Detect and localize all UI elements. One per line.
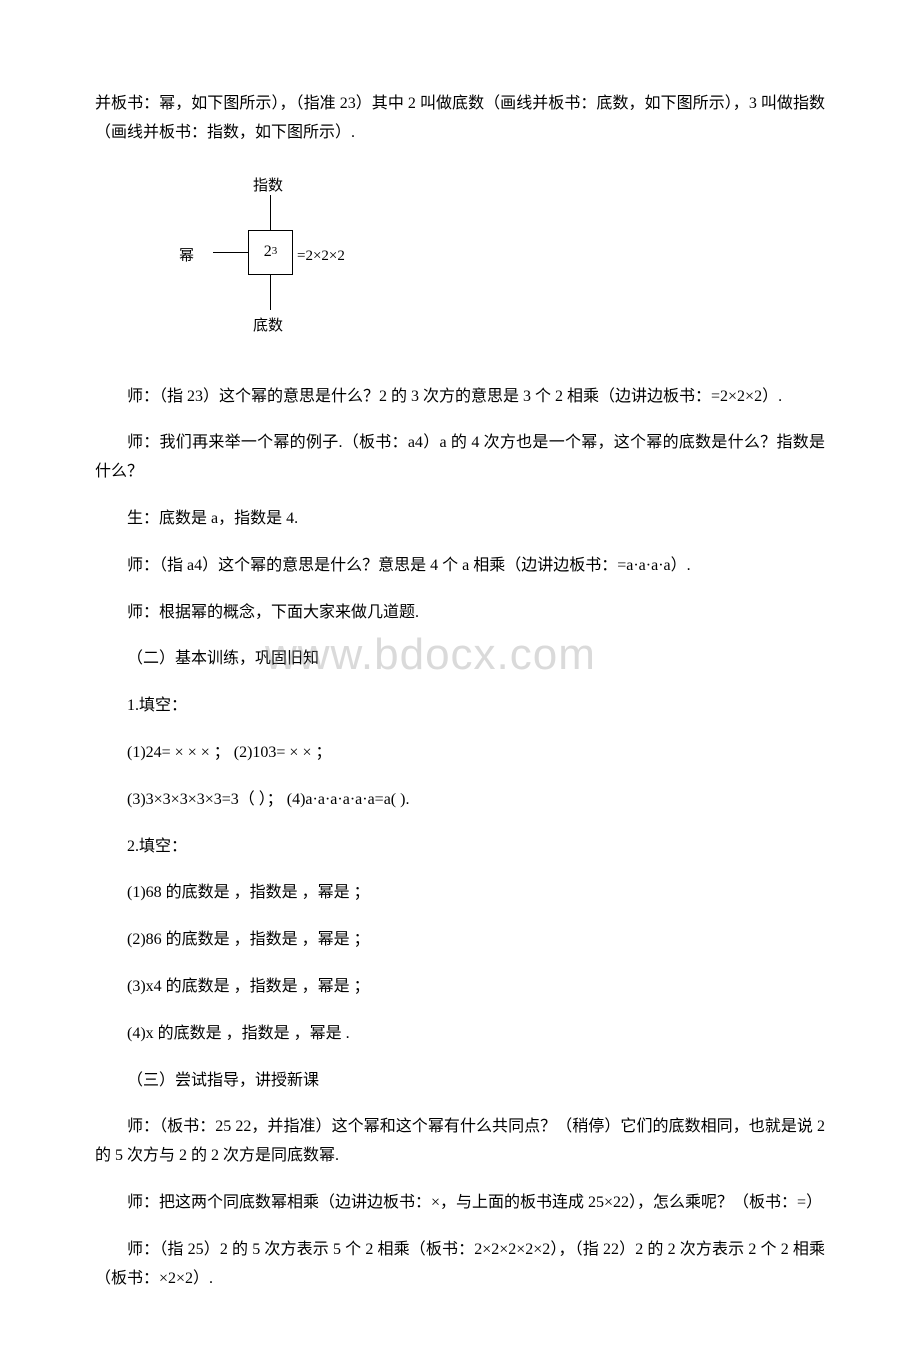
paragraph-3: 师：我们再来举一个幂的例子.（板书：a4）a 的 4 次方也是一个幂，这个幂的底… [95, 429, 825, 487]
paragraph-7: （二）基本训练，巩固旧知 [95, 645, 825, 674]
paragraph-2: 师：（指 23）这个幂的意思是什么？2 的 3 次方的意思是 3 个 2 相乘（… [95, 383, 825, 412]
diagram-line-top [270, 195, 271, 230]
paragraph-15: (4)x 的底数是 ，指数是 ，幂是 . [95, 1020, 825, 1049]
diagram-center-box: 23 [248, 230, 293, 275]
paragraph-14: (3)x4 的底数是 ，指数是 ，幂是 ； [95, 973, 825, 1002]
diagram-exponent: 3 [272, 242, 278, 262]
paragraph-11: 2.填空： [95, 833, 825, 862]
diagram-power-label: 幂 [179, 243, 194, 270]
diagram-base: 2 [264, 238, 272, 267]
paragraph-5: 师：（指 a4）这个幂的意思是什么？意思是 4 个 a 相乘（边讲边板书：=a·… [95, 552, 825, 581]
paragraph-18: 师：把这两个同底数幂相乘（边讲边板书：×，与上面的板书连成 25×22），怎么乘… [95, 1189, 825, 1218]
paragraph-12: (1)68 的底数是 ，指数是 ，幂是 ； [95, 879, 825, 908]
diagram-exponent-label: 指数 [253, 173, 283, 200]
paragraph-6: 师：根据幂的概念，下面大家来做几道题. [95, 599, 825, 628]
paragraph-10: (3)3×3×3×3×3=3（ ）； (4)a·a·a·a·a·a=a( ). [95, 786, 825, 815]
diagram-equals-text: =2×2×2 [297, 243, 345, 270]
power-diagram: 指数 幂 23 =2×2×2 底数 [165, 173, 395, 353]
paragraph-4: 生：底数是 a，指数是 4. [95, 505, 825, 534]
paragraph-8: 1.填空： [95, 692, 825, 721]
diagram-line-left [213, 252, 248, 253]
paragraph-13: (2)86 的底数是 ，指数是 ，幂是 ； [95, 926, 825, 955]
diagram-line-bottom [270, 275, 271, 310]
paragraph-9: (1)24= × × × ； (2)103= × × ； [95, 739, 825, 768]
paragraph-1: 并板书：幂，如下图所示），（指准 23）其中 2 叫做底数（画线并板书：底数，如… [95, 90, 825, 148]
paragraph-17: 师：（板书：25 22，并指准）这个幂和这个幂有什么共同点？（稍停）它们的底数相… [95, 1113, 825, 1171]
paragraph-16: （三）尝试指导，讲授新课 [95, 1067, 825, 1096]
paragraph-19: 师：（指 25）2 的 5 次方表示 5 个 2 相乘（板书：2×2×2×2×2… [95, 1236, 825, 1294]
diagram-base-label: 底数 [253, 313, 283, 340]
